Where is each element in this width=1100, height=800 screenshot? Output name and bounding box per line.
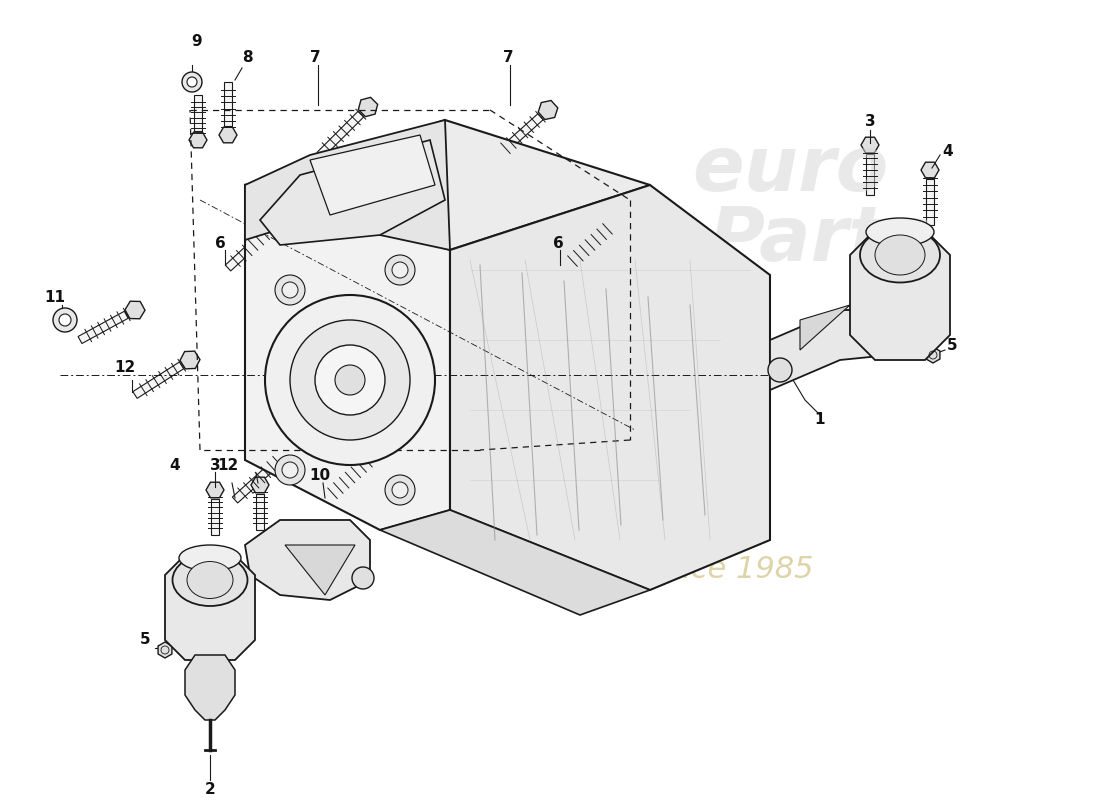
Polygon shape xyxy=(211,499,219,535)
Circle shape xyxy=(275,275,305,305)
Text: 12: 12 xyxy=(218,458,239,473)
Text: 3: 3 xyxy=(865,114,876,130)
Polygon shape xyxy=(562,226,611,271)
Polygon shape xyxy=(538,101,558,119)
Polygon shape xyxy=(268,213,288,231)
Text: 4: 4 xyxy=(943,145,954,159)
Polygon shape xyxy=(605,213,625,231)
Circle shape xyxy=(352,567,374,589)
Text: 4: 4 xyxy=(169,458,180,473)
Polygon shape xyxy=(926,179,934,225)
Polygon shape xyxy=(866,154,874,195)
Text: 7: 7 xyxy=(503,50,514,65)
Polygon shape xyxy=(245,120,450,250)
Polygon shape xyxy=(260,140,446,245)
Polygon shape xyxy=(158,642,172,658)
Polygon shape xyxy=(921,162,939,178)
Polygon shape xyxy=(245,185,450,530)
Ellipse shape xyxy=(187,562,233,598)
Ellipse shape xyxy=(866,218,934,246)
Polygon shape xyxy=(232,458,280,503)
Circle shape xyxy=(290,320,410,440)
Circle shape xyxy=(392,482,408,498)
Polygon shape xyxy=(180,351,200,369)
Polygon shape xyxy=(359,98,377,117)
Polygon shape xyxy=(245,520,370,600)
Text: 11: 11 xyxy=(44,290,66,306)
Circle shape xyxy=(187,77,197,87)
Text: since 1985: since 1985 xyxy=(647,555,813,585)
Text: 1: 1 xyxy=(815,413,825,427)
Ellipse shape xyxy=(179,545,241,571)
Text: 8: 8 xyxy=(242,50,252,66)
Polygon shape xyxy=(850,230,950,360)
Text: 3: 3 xyxy=(210,458,220,473)
Circle shape xyxy=(315,345,385,415)
Circle shape xyxy=(265,295,434,465)
Ellipse shape xyxy=(173,554,248,606)
Polygon shape xyxy=(133,362,184,398)
Circle shape xyxy=(182,72,202,92)
Polygon shape xyxy=(194,95,202,131)
Ellipse shape xyxy=(860,227,940,282)
Polygon shape xyxy=(285,545,355,595)
Polygon shape xyxy=(926,347,939,363)
Polygon shape xyxy=(861,138,879,153)
Text: 9: 9 xyxy=(191,34,202,50)
Circle shape xyxy=(336,365,365,395)
Circle shape xyxy=(282,462,298,478)
Text: 5: 5 xyxy=(140,633,151,647)
Polygon shape xyxy=(770,310,890,390)
Polygon shape xyxy=(256,494,264,530)
Text: 2: 2 xyxy=(205,782,216,798)
Text: 6: 6 xyxy=(552,235,563,250)
Circle shape xyxy=(59,314,72,326)
Circle shape xyxy=(385,255,415,285)
Polygon shape xyxy=(125,302,145,318)
Circle shape xyxy=(392,262,408,278)
Polygon shape xyxy=(219,127,236,142)
Polygon shape xyxy=(495,114,543,158)
Ellipse shape xyxy=(874,235,925,275)
Polygon shape xyxy=(165,555,255,660)
Text: 12: 12 xyxy=(114,361,135,375)
Polygon shape xyxy=(450,185,770,590)
Polygon shape xyxy=(275,446,295,465)
Polygon shape xyxy=(800,305,850,350)
Polygon shape xyxy=(317,111,364,158)
Polygon shape xyxy=(224,82,232,126)
Text: passion for: passion for xyxy=(596,495,764,525)
Polygon shape xyxy=(310,135,435,215)
Text: euro: euro xyxy=(692,133,888,207)
Polygon shape xyxy=(189,132,207,148)
Polygon shape xyxy=(206,482,224,498)
Text: 7: 7 xyxy=(310,50,320,65)
Polygon shape xyxy=(365,446,385,465)
Polygon shape xyxy=(78,311,128,343)
Polygon shape xyxy=(185,655,235,720)
Polygon shape xyxy=(379,510,650,615)
Text: 5: 5 xyxy=(947,338,957,353)
Text: 6: 6 xyxy=(214,235,225,250)
Circle shape xyxy=(282,282,298,298)
Circle shape xyxy=(768,358,792,382)
Text: 10: 10 xyxy=(309,467,331,482)
Circle shape xyxy=(275,455,305,485)
Polygon shape xyxy=(226,226,273,271)
Text: Parts: Parts xyxy=(708,203,931,277)
Circle shape xyxy=(385,475,415,505)
Polygon shape xyxy=(251,478,270,493)
Polygon shape xyxy=(322,458,371,503)
Circle shape xyxy=(53,308,77,332)
Polygon shape xyxy=(245,120,650,250)
